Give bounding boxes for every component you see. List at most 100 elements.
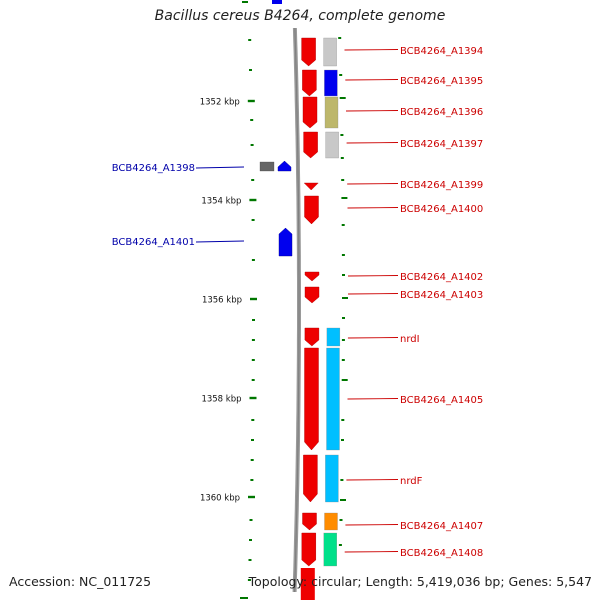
ruler-right-tick [341, 439, 344, 441]
ruler-minor-tick [251, 339, 255, 341]
ruler-minor-tick [240, 597, 248, 599]
cog-box-BCB4264_A1396 [324, 96, 339, 129]
forward-cds-BCB4264_A1397 [303, 131, 318, 159]
forward-gene-label: BCB4264_A1394 [400, 46, 483, 57]
ruler-major-tick [250, 297, 257, 301]
genome-title: Bacillus cereus B4264, complete genome [154, 8, 446, 24]
scale-label: 1360 kbp [200, 494, 240, 504]
ruler-minor-tick [250, 119, 254, 121]
forward-gene-label: nrdF [400, 476, 423, 487]
forward-cds-BCB4264_A1394 [301, 37, 316, 67]
ruler-right-tick [338, 544, 342, 546]
forward-gene-label: BCB4264_A1402 [400, 272, 483, 283]
cog-box-BCB4264_A1394 [323, 37, 337, 67]
ruler-right-tick [338, 37, 342, 39]
forward-cds-BCB4264_A1399 [303, 182, 319, 191]
forward-gene-label: BCB4264_A1396 [400, 107, 483, 118]
label-leader-BCB4264_A1408 [344, 551, 399, 553]
forward-gene-label: BCB4264_A1395 [400, 76, 483, 87]
forward-cds-BCB4264_A1396 [302, 96, 318, 129]
forward-gene-label: BCB4264_A1407 [400, 521, 483, 532]
label-leader-BCB4264_A1399 [347, 183, 399, 185]
forward-cds-partial [300, 568, 315, 600]
forward-cds-nrdF [303, 454, 318, 503]
reverse-cds-partial [272, 0, 282, 4]
reverse-cds-BCB4264_A1401 [278, 227, 293, 257]
forward-gene-label: BCB4264_A1408 [400, 548, 483, 559]
forward-cds-BCB4264_A1403 [304, 286, 320, 304]
cog-box-BCB4264_A1397 [325, 131, 339, 159]
scale-label: 1352 kbp [200, 98, 240, 108]
topology-text: Topology: circular; Length: 5,419,036 bp… [248, 574, 592, 589]
forward-cds-nrdI [304, 327, 320, 347]
forward-gene-label: nrdI [400, 334, 420, 345]
ruler-right-tick [340, 134, 344, 136]
ruler-minor-tick [251, 259, 255, 261]
ruler-right-tick [341, 379, 348, 381]
accession-text: Accession: NC_011725 [9, 574, 152, 589]
label-leader-BCB4264_A1407 [345, 524, 399, 526]
ruler-major-tick [248, 495, 255, 499]
ruler-right-tick [341, 224, 345, 226]
ruler-right-tick [341, 254, 345, 256]
ruler-right-tick [340, 157, 344, 159]
ruler-minor-tick [251, 179, 255, 181]
scale-label: 1356 kbp [202, 296, 242, 306]
ruler-right-tick [342, 317, 345, 319]
ruler-minor-tick [251, 439, 254, 441]
label-leader-BCB4264_A1400 [347, 207, 399, 209]
label-leader-BCB4264_A1394 [344, 49, 399, 51]
ruler-right-tick [341, 197, 348, 199]
ruler-minor-tick [250, 479, 254, 481]
label-leader-nrdF [346, 479, 399, 481]
ruler-minor-tick [247, 579, 251, 581]
ruler-minor-tick [248, 559, 252, 561]
forward-gene-label: BCB4264_A1400 [400, 204, 483, 215]
label-leader-BCB4264_A1401 [195, 240, 245, 243]
ruler-minor-tick [242, 1, 248, 3]
label-leader-BCB4264_A1403 [347, 293, 399, 295]
forward-gene-label: BCB4264_A1399 [400, 180, 483, 191]
cog-box-nrdI [326, 327, 341, 347]
ruler-minor-tick [249, 69, 252, 71]
ruler-minor-tick [251, 359, 255, 361]
ruler-right-tick [341, 419, 345, 421]
forward-cds-BCB4264_A1407 [302, 512, 317, 531]
ruler-right-tick [339, 97, 346, 99]
ruler-right-tick [339, 74, 343, 76]
cog-box-BCB4264_A1395 [324, 69, 338, 97]
forward-cds-BCB4264_A1408 [301, 532, 316, 567]
cog-box-BCB4264_A1407 [324, 512, 338, 531]
label-leader-nrdI [347, 337, 399, 339]
ruler-major-tick [247, 99, 255, 103]
cog-box-nrdF [325, 454, 339, 503]
ruler-right-tick [339, 519, 343, 521]
ruler-minor-tick [252, 319, 255, 321]
ruler-minor-tick [250, 144, 254, 146]
label-leader-BCB4264_A1397 [346, 142, 399, 144]
ruler-right-tick [341, 339, 345, 341]
label-leader-BCB4264_A1395 [345, 79, 399, 81]
reverse-gene-label: BCB4264_A1398 [112, 163, 195, 174]
scale-label: 1354 kbp [201, 197, 241, 207]
forward-cds-BCB4264_A1405 [304, 347, 319, 451]
ruler-right-tick [341, 179, 345, 181]
ruler-minor-tick [251, 219, 255, 221]
ruler-minor-tick [251, 419, 255, 421]
pseudogene-box [259, 161, 275, 172]
ruler-minor-tick [251, 379, 255, 381]
forward-cds-BCB4264_A1395 [302, 69, 317, 97]
ruler-minor-tick [249, 519, 253, 521]
ruler-right-tick [340, 499, 346, 501]
forward-gene-label: BCB4264_A1405 [400, 395, 483, 406]
cog-box-BCB4264_A1405 [326, 347, 340, 451]
ruler-minor-tick [248, 39, 252, 41]
reverse-gene-label: BCB4264_A1401 [112, 237, 195, 248]
label-leader-BCB4264_A1398 [195, 166, 245, 169]
ruler-major-tick [249, 198, 257, 202]
backbone-line [292, 27, 301, 593]
label-leader-BCB4264_A1402 [347, 275, 399, 277]
ruler-minor-tick [249, 539, 252, 541]
